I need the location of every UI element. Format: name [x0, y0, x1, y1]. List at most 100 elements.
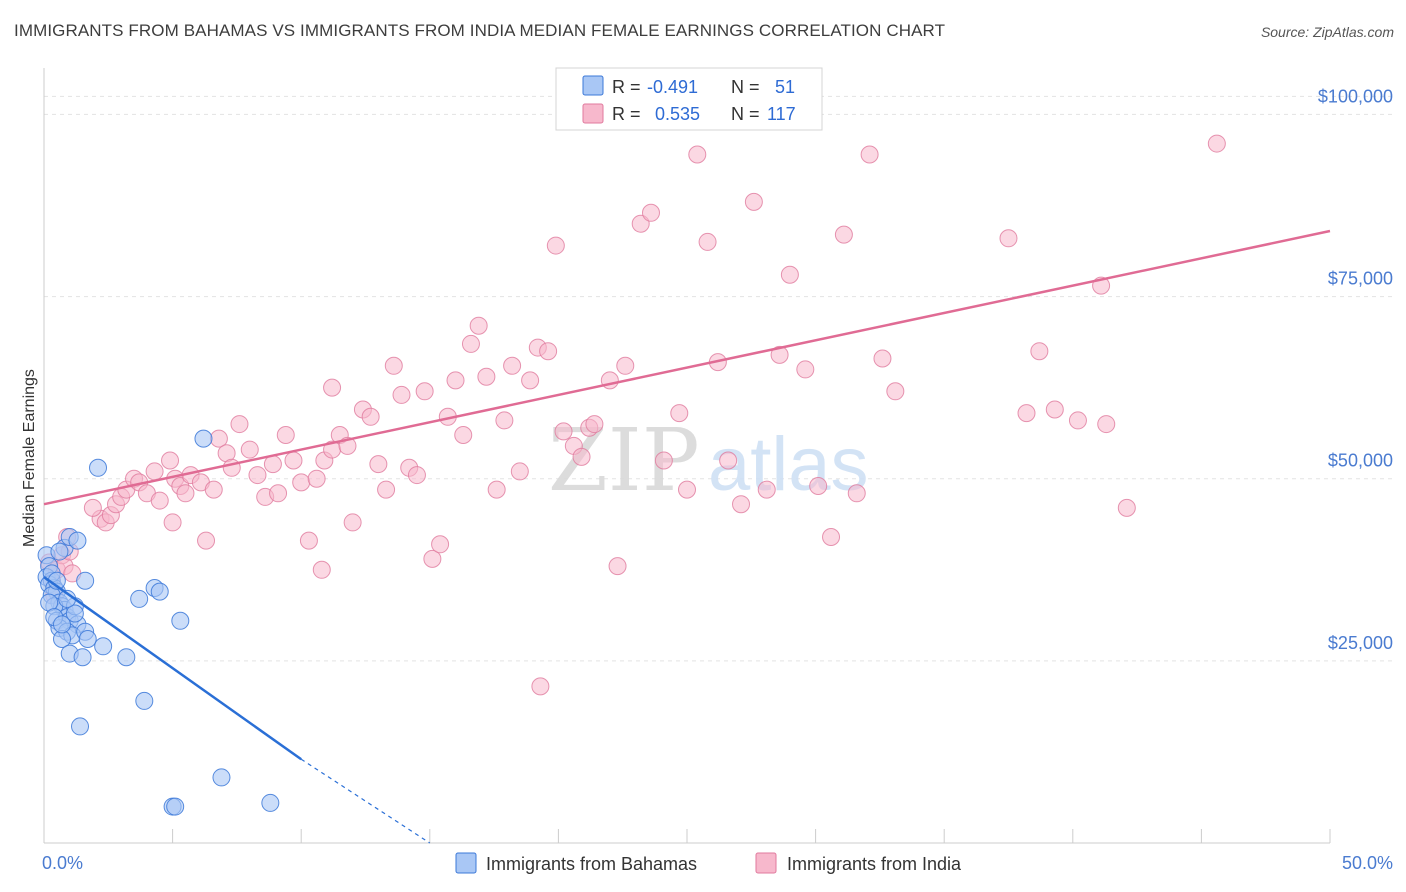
india-point: [873, 349, 892, 368]
bahamas-point: [130, 589, 149, 608]
bahamas-point: [73, 648, 92, 667]
bottom-legend-swatch-india: [755, 852, 777, 874]
bahamas-point: [78, 630, 97, 648]
india-point: [323, 378, 342, 397]
india-point: [521, 371, 540, 390]
india-point: [240, 440, 259, 459]
india-point: [1207, 134, 1226, 153]
axes: [43, 68, 1331, 844]
india-point: [495, 411, 514, 430]
india-point: [1045, 400, 1064, 419]
bottom-legend-label-bahamas: Immigrants from Bahamas: [486, 854, 697, 874]
india-point: [1097, 415, 1116, 434]
india-point: [161, 451, 180, 470]
india-point: [796, 360, 815, 379]
india-point: [1030, 342, 1049, 361]
india-point: [343, 513, 362, 532]
india-point: [510, 462, 529, 481]
top-legend: R = -0.491 N = 51 R = 0.535 N = 117: [555, 67, 823, 131]
bahamas-trendline: [43, 576, 302, 761]
y-tick-label: $75,000: [1328, 269, 1393, 289]
source-label: Source: ZipAtlas.com: [1260, 24, 1394, 40]
india-point: [384, 356, 403, 375]
india-point: [176, 484, 195, 503]
india-point: [487, 480, 506, 499]
bahamas-point: [68, 531, 87, 550]
india-point: [284, 451, 303, 470]
india-point: [809, 477, 828, 495]
india-point: [860, 145, 879, 164]
chart-title: IMMIGRANTS FROM BAHAMAS VS IMMIGRANTS FR…: [14, 21, 946, 40]
india-point: [269, 484, 288, 503]
india-point: [780, 265, 799, 284]
india-point: [670, 404, 689, 423]
india-trendline: [43, 229, 1331, 506]
india-point: [585, 415, 604, 434]
india-point: [688, 145, 707, 164]
legend-r-label-1: R =: [612, 77, 641, 97]
india-point: [415, 382, 434, 401]
india-point: [732, 495, 751, 514]
bahamas-point: [71, 717, 90, 736]
india-point: [678, 480, 696, 499]
bottom-legend: Immigrants from Bahamas Immigrants from …: [455, 852, 962, 874]
india-point: [631, 214, 650, 233]
legend-n-label-1: N =: [731, 77, 760, 97]
bahamas-point: [135, 691, 154, 710]
india-point: [276, 426, 295, 444]
india-point: [292, 473, 311, 492]
india-point: [377, 480, 396, 499]
india-point: [546, 236, 565, 255]
india-point: [431, 535, 450, 554]
bahamas-point: [212, 768, 231, 787]
india-point: [1017, 404, 1036, 423]
bahamas-point: [261, 793, 280, 812]
india-point: [369, 455, 388, 474]
india-point: [847, 484, 866, 503]
gridlines: [44, 95, 1392, 662]
bahamas-point: [89, 458, 108, 477]
bahamas-trendline-extension: [300, 758, 431, 844]
india-point: [83, 498, 102, 517]
bahamas-point: [150, 582, 169, 601]
india-point: [454, 426, 473, 444]
india-point: [197, 531, 216, 550]
india-point: [230, 415, 249, 434]
bahamas-point: [194, 429, 213, 448]
india-point: [145, 462, 164, 481]
india-point: [423, 549, 442, 568]
x-tick-label-max: 50.0%: [1342, 853, 1393, 873]
x-tick-label-min: 0.0%: [42, 853, 83, 873]
bottom-legend-label-india: Immigrants from India: [787, 854, 962, 874]
bahamas-point: [171, 611, 190, 630]
legend-swatch-bahamas: [582, 75, 604, 96]
india-point: [616, 356, 635, 375]
bahamas-point: [76, 571, 95, 590]
india-point: [461, 334, 480, 353]
bahamas-point: [53, 615, 72, 634]
india-point: [554, 422, 573, 441]
india-point: [770, 345, 789, 364]
bahamas-point: [50, 542, 69, 561]
legend-n-value-india: 117: [767, 104, 796, 124]
india-point: [312, 560, 331, 579]
india-point: [204, 480, 223, 499]
trendlines: [43, 229, 1331, 844]
legend-swatch-india: [582, 103, 604, 124]
bahamas-points: [37, 429, 280, 816]
india-point: [1117, 498, 1136, 517]
watermark-zip: ZIP: [548, 411, 700, 511]
india-point: [307, 469, 326, 488]
india-point: [999, 229, 1018, 248]
india-point: [834, 225, 853, 244]
india-point: [150, 491, 169, 510]
bahamas-point: [166, 797, 185, 816]
india-point: [698, 232, 717, 251]
y-tick-labels: $25,000 $50,000 $75,000 $100,000: [1318, 86, 1393, 652]
y-tick-label: $50,000: [1328, 451, 1393, 471]
india-point: [1068, 411, 1087, 430]
india-point: [477, 367, 496, 386]
india-point: [757, 480, 776, 499]
bahamas-point: [117, 648, 136, 667]
